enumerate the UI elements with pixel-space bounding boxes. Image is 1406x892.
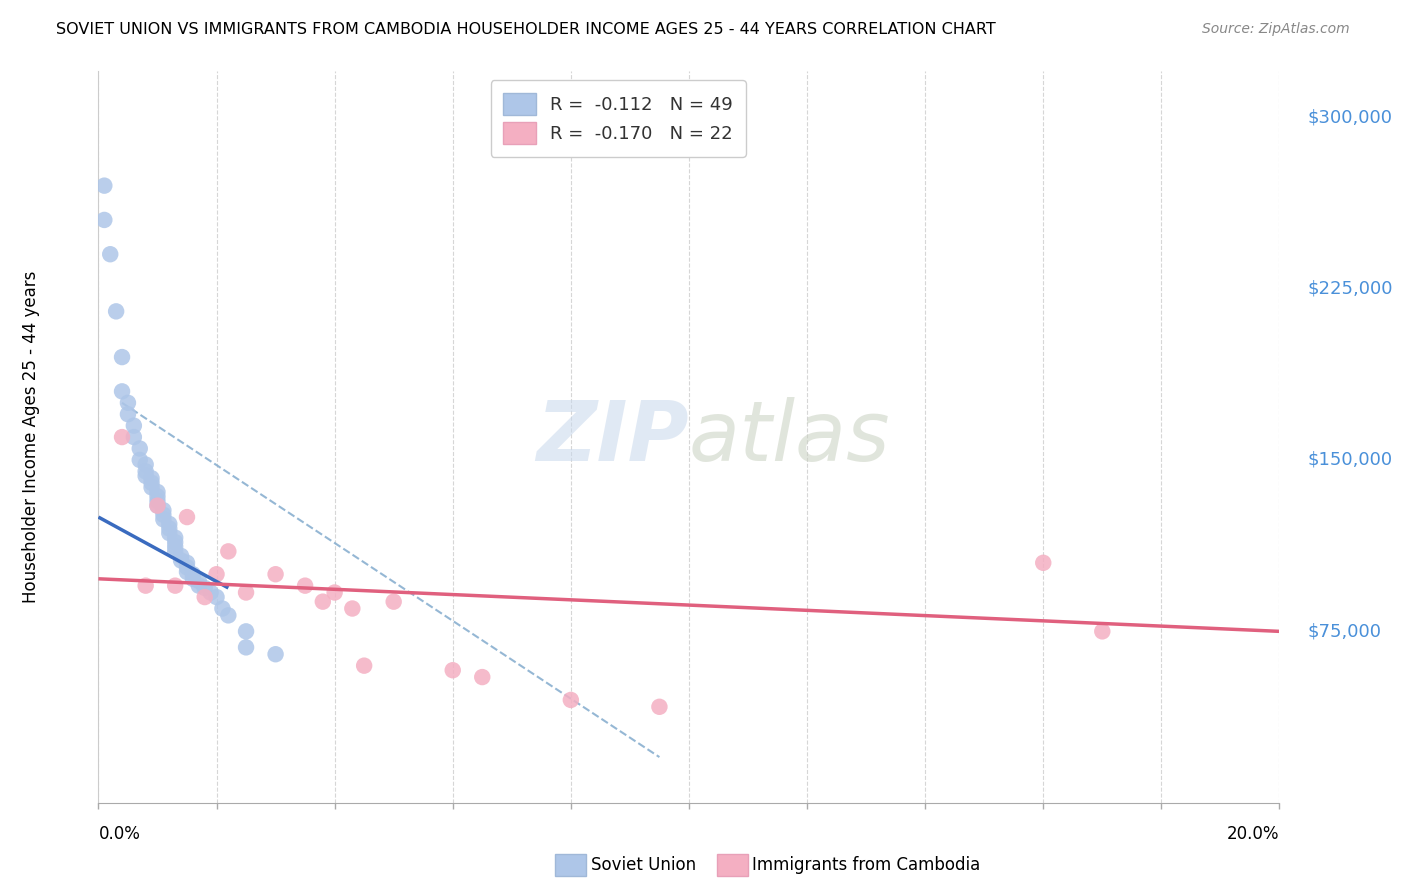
- Point: [111, 384, 134, 399]
- Point: [135, 464, 157, 478]
- Point: [264, 647, 287, 661]
- Point: [105, 304, 128, 318]
- Point: [165, 540, 187, 554]
- Point: [648, 699, 671, 714]
- Text: Soviet Union: Soviet Union: [591, 856, 696, 874]
- Legend: R =  -0.112   N = 49, R =  -0.170   N = 22: R = -0.112 N = 49, R = -0.170 N = 22: [491, 80, 745, 157]
- Text: $225,000: $225,000: [1308, 279, 1393, 298]
- Point: [235, 585, 257, 599]
- Text: ZIP: ZIP: [536, 397, 689, 477]
- Point: [181, 567, 204, 582]
- Point: [93, 178, 115, 193]
- Point: [235, 640, 257, 655]
- Text: $300,000: $300,000: [1308, 108, 1392, 126]
- Point: [117, 396, 139, 410]
- Text: $150,000: $150,000: [1308, 451, 1393, 469]
- Point: [157, 526, 180, 541]
- Point: [187, 574, 209, 588]
- Point: [312, 594, 335, 608]
- Point: [342, 601, 364, 615]
- Text: atlas: atlas: [689, 397, 890, 477]
- Point: [382, 594, 405, 608]
- Text: 20.0%: 20.0%: [1227, 825, 1279, 843]
- Point: [264, 567, 287, 582]
- Point: [122, 418, 145, 433]
- Point: [217, 544, 239, 558]
- Point: [146, 494, 169, 508]
- Point: [117, 407, 139, 421]
- Text: 0.0%: 0.0%: [98, 825, 141, 843]
- Point: [93, 213, 115, 227]
- Point: [98, 247, 121, 261]
- Point: [194, 581, 217, 595]
- Point: [353, 658, 375, 673]
- Point: [135, 458, 157, 472]
- Point: [165, 544, 187, 558]
- Point: [176, 565, 198, 579]
- Point: [141, 475, 163, 490]
- Text: SOVIET UNION VS IMMIGRANTS FROM CAMBODIA HOUSEHOLDER INCOME AGES 25 - 44 YEARS C: SOVIET UNION VS IMMIGRANTS FROM CAMBODIA…: [56, 22, 995, 37]
- Point: [165, 579, 187, 593]
- Point: [141, 471, 163, 485]
- Point: [560, 693, 582, 707]
- Point: [176, 556, 198, 570]
- Point: [141, 480, 163, 494]
- Point: [441, 663, 464, 677]
- Point: [135, 579, 157, 593]
- Point: [235, 624, 257, 639]
- Point: [152, 508, 174, 522]
- Point: [152, 512, 174, 526]
- Point: [165, 535, 187, 549]
- Text: $75,000: $75,000: [1308, 623, 1382, 640]
- Point: [157, 516, 180, 531]
- Point: [128, 442, 150, 456]
- Point: [176, 510, 198, 524]
- Point: [181, 572, 204, 586]
- Point: [165, 531, 187, 545]
- Point: [111, 430, 134, 444]
- Point: [217, 608, 239, 623]
- Point: [146, 485, 169, 500]
- Point: [146, 490, 169, 504]
- Text: Source: ZipAtlas.com: Source: ZipAtlas.com: [1202, 22, 1350, 37]
- Point: [205, 590, 228, 604]
- Point: [146, 499, 169, 513]
- Text: Householder Income Ages 25 - 44 years: Householder Income Ages 25 - 44 years: [22, 271, 39, 603]
- Point: [205, 567, 228, 582]
- Point: [157, 521, 180, 535]
- Point: [152, 503, 174, 517]
- Text: Immigrants from Cambodia: Immigrants from Cambodia: [752, 856, 980, 874]
- Point: [170, 549, 193, 563]
- Point: [194, 590, 217, 604]
- Point: [200, 585, 222, 599]
- Point: [128, 453, 150, 467]
- Point: [187, 579, 209, 593]
- Point: [1091, 624, 1114, 639]
- Point: [1032, 556, 1054, 570]
- Point: [323, 585, 346, 599]
- Point: [176, 560, 198, 574]
- Point: [170, 553, 193, 567]
- Point: [146, 499, 169, 513]
- Point: [211, 601, 233, 615]
- Point: [135, 469, 157, 483]
- Point: [294, 579, 316, 593]
- Point: [122, 430, 145, 444]
- Point: [471, 670, 494, 684]
- Point: [111, 350, 134, 364]
